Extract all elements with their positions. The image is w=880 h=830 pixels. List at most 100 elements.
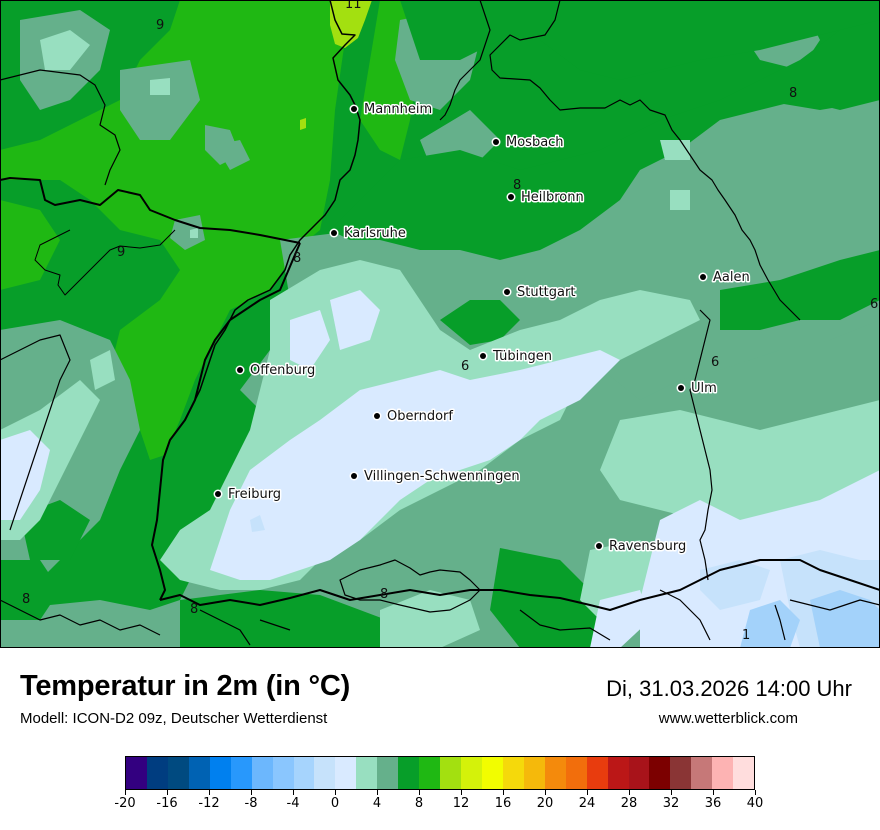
colorbar-segment [523,757,545,789]
map-footer: Temperatur in 2m (in °C) Modell: ICON-D2… [0,648,880,830]
colorbar-tick-label: 12 [452,796,470,811]
colorbar-tick-label: 28 [620,796,638,811]
political-borders [0,0,880,646]
colorbar-tick-label: 36 [704,796,722,811]
colorbar-tick-label: 40 [746,796,764,811]
colorbar-segment [377,757,399,789]
contour-value-label: 6 [461,359,469,374]
contour-value-label: 1 [742,628,750,643]
colorbar-tick [251,790,252,795]
colorbar-segment [314,757,336,789]
city-marker: Tübingen [478,348,554,366]
border-swiss-detail [0,599,611,646]
temp-zone-6-8-overlay [0,0,880,648]
contour-labels: 11 9 8 8 9 8 6 6 6 8 8 8 1 [22,0,878,643]
colorbar-segment [649,757,671,789]
colorbar-segment [335,757,357,789]
city-dot-icon [493,139,499,145]
colorbar-tick [293,790,294,795]
contour-value-label: 8 [22,592,30,607]
contour-value-label: 6 [711,355,719,370]
colorbar-tick-label: -20 [114,796,136,811]
city-label: Offenburg [250,363,315,378]
colorbar-tick [125,790,126,795]
city-marker: Mosbach [491,134,565,152]
colorbar-segment [146,757,168,789]
colorbar-segment [126,757,147,789]
contour-value-label: 9 [156,18,164,33]
temp-zone-10-12 [300,0,372,130]
colorbar-tick-label: 20 [536,796,554,811]
contour-value-label: 8 [380,587,388,602]
colorbar-segment [607,757,629,789]
colorbar-segment [670,757,692,789]
border-bavaria [489,0,801,321]
city-marker: Oberndorf [372,408,455,426]
colorbar-tick-label: 0 [330,796,340,811]
temperature-map: Mannheim Mosbach Heilbronn Karlsruhe Aalen St… [0,0,880,648]
temp-zone-m4-m2 [740,590,880,648]
colorbar-tick-label: -12 [198,796,220,811]
colorbar-segment [502,757,524,789]
city-label: Karlsruhe [344,226,406,241]
colorbar-tick [545,790,546,795]
contour-value-label: 6 [870,297,878,312]
city-marker: Karlsruhe [329,225,407,243]
colorbar-tick [167,790,168,795]
city-dot-icon [237,367,243,373]
city-marker: Freiburg [213,486,283,504]
lake-constance-border [339,559,481,613]
city-dot-icon [504,289,510,295]
city-dot-icon [351,473,357,479]
colorbar-tick [209,790,210,795]
city-label: Ravensburg [609,539,686,554]
colorbar-segment [461,757,482,789]
city-marker: Ulm [676,380,718,398]
colorbar-tick-label: 4 [372,796,382,811]
colorbar-ticks: -20 -16 -12 -8 -4 0 4 8 12 16 20 24 28 32 36 40 [114,790,763,820]
website-link[interactable]: www.wetterblick.com [658,710,798,727]
colorbar-segment [565,757,587,789]
colorbar-tick-label: -8 [244,796,258,811]
contour-9-west [34,229,176,296]
colorbar-tick [713,790,714,795]
colorbar-segment [272,757,294,789]
border-hesse [439,0,491,121]
state-border-north [194,0,361,401]
city-label: Aalen [713,270,750,285]
colorbar-segment [230,757,252,789]
border-bavaria-south [689,309,713,581]
city-label: Ulm [691,381,717,396]
city-label: Stuttgart [517,285,575,300]
contour-value-label: 8 [190,602,198,617]
city-marker: Stuttgart [502,284,577,302]
colorbar-tick [377,790,378,795]
border-southwest [0,334,71,531]
city-marker: Mannheim [349,101,434,119]
colorbar-tick-label: -16 [156,796,178,811]
contour-value-label: 8 [293,251,301,266]
city-label: Freiburg [228,487,281,502]
colorbar-tick-label: -4 [286,796,300,811]
colorbar-segment [167,757,189,789]
border-se-alps [659,589,880,641]
contour-value-label: 11 [345,0,362,12]
city-label: Mannheim [364,102,432,117]
city-dot-icon [374,413,380,419]
city-dot-icon [508,194,514,200]
colorbar-segment [481,757,503,789]
temperature-colorbar [125,756,755,790]
city-marker: Villingen-Schwenningen [349,468,521,486]
city-dot-icon [700,274,706,280]
colorbar-tick [629,790,630,795]
colorbar-tick [503,790,504,795]
border-west [0,69,121,186]
forecast-datetime: Di, 31.03.2026 14:00 Uhr [606,676,852,701]
colorbar-segment [293,757,315,789]
colorbar-tick-label: 8 [414,796,424,811]
city-marker: Offenburg [235,362,317,380]
city-label: Mosbach [506,135,564,150]
map-canvas: Mannheim Mosbach Heilbronn Karlsruhe Aalen St… [0,0,880,648]
colorbar-tick [671,790,672,795]
city-dot-icon [351,106,357,112]
